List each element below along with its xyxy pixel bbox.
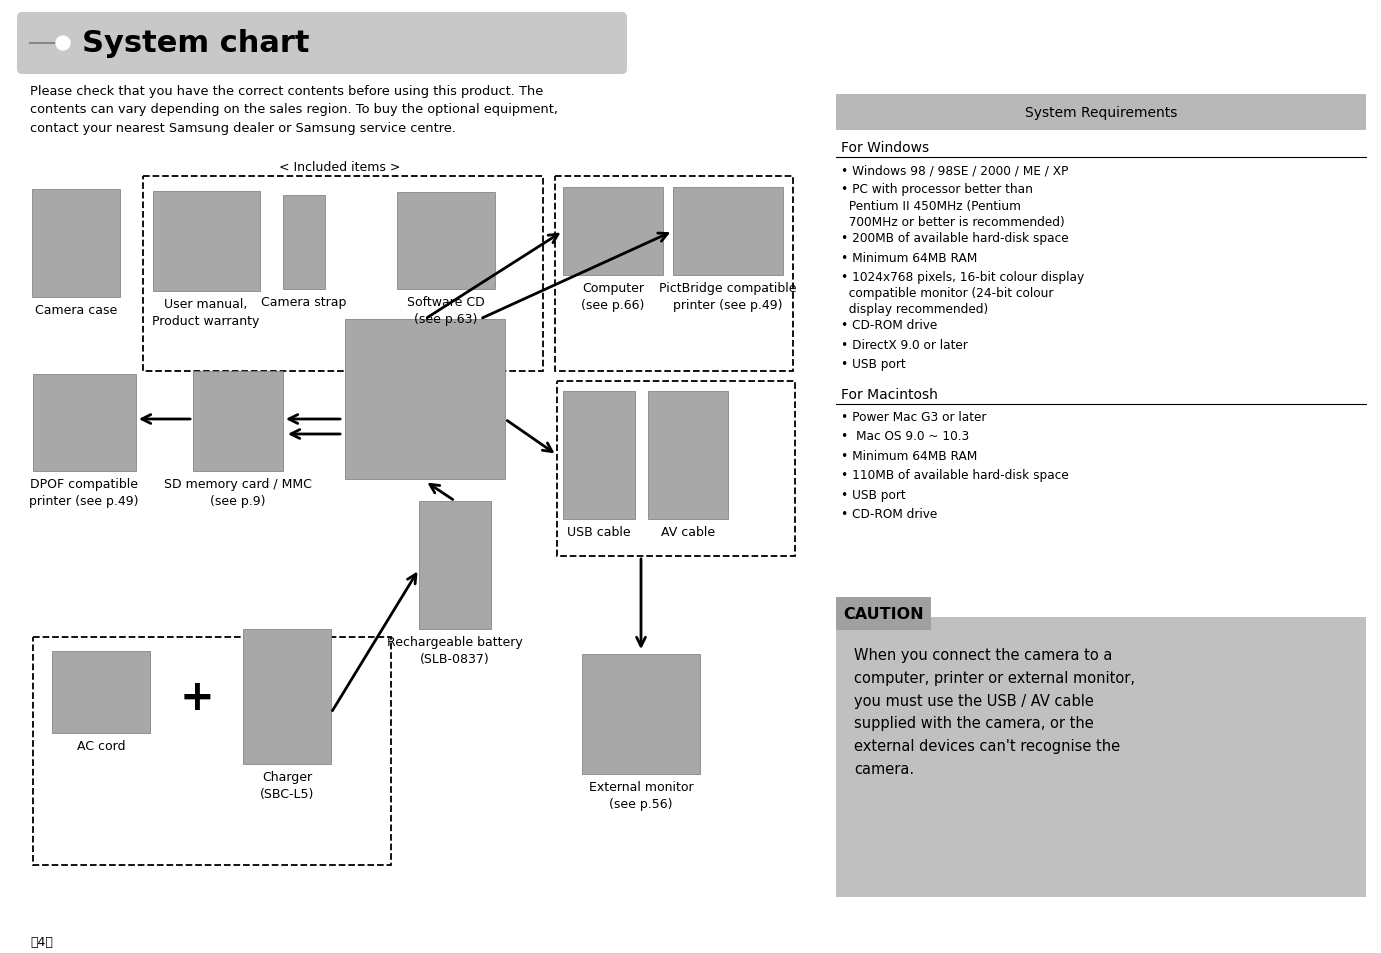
- Bar: [345, 319, 505, 479]
- Text: Computer
(see p.66): Computer (see p.66): [581, 282, 645, 312]
- Text: • Minimum 64MB RAM: • Minimum 64MB RAM: [841, 252, 978, 264]
- Text: AV cable: AV cable: [661, 525, 715, 538]
- Text: • Windows 98 / 98SE / 2000 / ME / XP: • Windows 98 / 98SE / 2000 / ME / XP: [841, 164, 1069, 177]
- FancyBboxPatch shape: [17, 13, 627, 75]
- Text: DPOF compatible
printer (see p.49): DPOF compatible printer (see p.49): [29, 477, 138, 507]
- Text: USB cable: USB cable: [568, 525, 631, 538]
- Bar: [33, 375, 135, 472]
- Text: PictBridge compatible
printer (see p.49): PictBridge compatible printer (see p.49): [659, 282, 797, 312]
- Text: • PC with processor better than
  Pentium II 450MHz (Pentium
  700MHz or better : • PC with processor better than Pentium …: [841, 183, 1065, 229]
- Bar: [193, 372, 283, 472]
- Text: •  Mac OS 9.0 ~ 10.3: • Mac OS 9.0 ~ 10.3: [841, 430, 969, 443]
- Text: • USB port: • USB port: [841, 489, 906, 501]
- Text: For Macintosh: For Macintosh: [841, 388, 938, 401]
- Text: • 1024x768 pixels, 16-bit colour display
  compatible monitor (24-bit colour
  d: • 1024x768 pixels, 16-bit colour display…: [841, 271, 1084, 316]
- Text: Charger
(SBC-L5): Charger (SBC-L5): [260, 770, 315, 800]
- Text: System Requirements: System Requirements: [1025, 106, 1177, 120]
- Text: • CD-ROM drive: • CD-ROM drive: [841, 508, 938, 521]
- Text: Software CD
(see p.63): Software CD (see p.63): [407, 295, 485, 326]
- Bar: [32, 190, 120, 297]
- Circle shape: [57, 37, 70, 51]
- Bar: [283, 195, 325, 290]
- Text: Camera case: Camera case: [35, 304, 117, 316]
- Text: +: +: [180, 677, 214, 719]
- Bar: [555, 177, 793, 372]
- Text: CAUTION: CAUTION: [844, 606, 924, 621]
- Bar: [396, 193, 494, 290]
- Text: Rechargeable battery
(SLB-0837): Rechargeable battery (SLB-0837): [387, 636, 523, 665]
- Text: When you connect the camera to a
computer, printer or external monitor,
you must: When you connect the camera to a compute…: [853, 647, 1135, 776]
- Bar: [153, 192, 260, 292]
- Bar: [836, 95, 1366, 131]
- Bar: [836, 618, 1366, 897]
- Text: Camera strap: Camera strap: [261, 295, 347, 309]
- Text: • USB port: • USB port: [841, 358, 906, 371]
- Text: < Included items >: < Included items >: [279, 161, 400, 173]
- Bar: [836, 598, 931, 630]
- Text: SD memory card / MMC
(see p.9): SD memory card / MMC (see p.9): [164, 477, 312, 507]
- Bar: [144, 177, 543, 372]
- Bar: [52, 651, 151, 733]
- Bar: [33, 638, 391, 865]
- Text: • DirectX 9.0 or later: • DirectX 9.0 or later: [841, 338, 968, 352]
- Text: User manual,
Product warranty: User manual, Product warranty: [152, 297, 260, 328]
- Text: • CD-ROM drive: • CD-ROM drive: [841, 319, 938, 333]
- Bar: [563, 392, 635, 519]
- Bar: [563, 188, 663, 275]
- Text: • 110MB of available hard-disk space: • 110MB of available hard-disk space: [841, 469, 1069, 482]
- Bar: [673, 188, 783, 275]
- Text: External monitor
(see p.56): External monitor (see p.56): [588, 781, 693, 810]
- Text: • Minimum 64MB RAM: • Minimum 64MB RAM: [841, 450, 978, 462]
- Text: For Windows: For Windows: [841, 141, 929, 154]
- Text: Please check that you have the correct contents before using this product. The
c: Please check that you have the correct c…: [30, 85, 558, 135]
- Bar: [243, 629, 331, 764]
- Text: AC cord: AC cord: [77, 740, 126, 752]
- Text: • 200MB of available hard-disk space: • 200MB of available hard-disk space: [841, 232, 1069, 245]
- Bar: [581, 655, 700, 774]
- Text: 《4》: 《4》: [30, 935, 52, 948]
- Bar: [557, 381, 795, 557]
- Text: • Power Mac G3 or later: • Power Mac G3 or later: [841, 411, 986, 423]
- Bar: [648, 392, 728, 519]
- Text: System chart: System chart: [81, 30, 309, 58]
- Bar: [418, 501, 492, 629]
